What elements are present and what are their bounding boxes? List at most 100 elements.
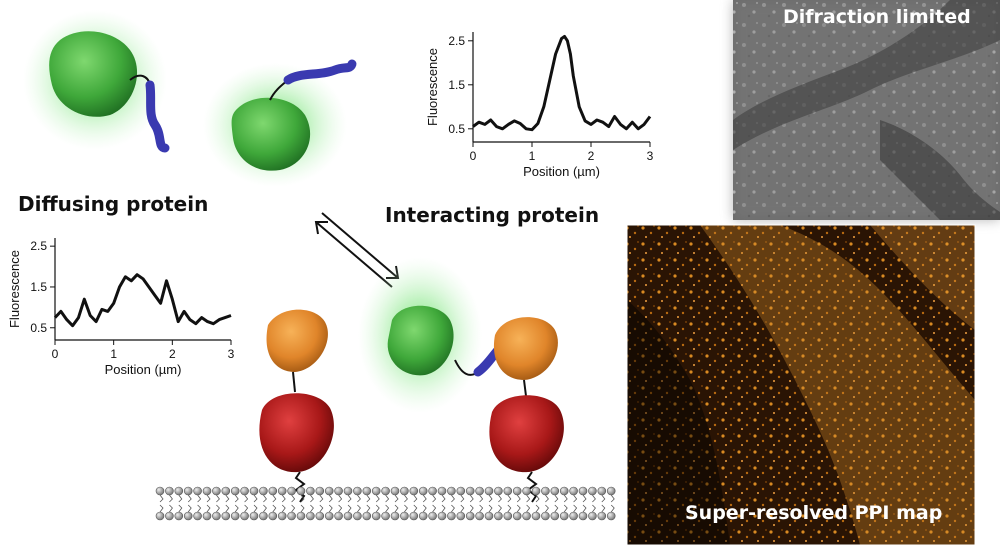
lipid-tail [310, 504, 314, 513]
lipid-tail [460, 494, 465, 503]
lipid-head [400, 486, 409, 496]
lipid-head [221, 511, 231, 521]
lipid-head [559, 511, 569, 521]
lipid-tail [404, 504, 408, 513]
lipid-head [606, 511, 616, 521]
lipid-tail [441, 494, 446, 503]
lipid-head [541, 511, 550, 521]
lipid-head [183, 486, 193, 496]
lipid-head [597, 486, 607, 496]
green-fluorescent-protein [387, 305, 454, 376]
lipid-tail [357, 494, 361, 503]
lipid-head [550, 486, 560, 496]
lipid-head [381, 486, 390, 496]
lipid-tail [432, 504, 437, 513]
lipid-head [512, 511, 522, 521]
y-axis-label: Fluorescence [7, 250, 22, 328]
lipid-tail [498, 504, 502, 513]
x-axis-label: Position (µm) [105, 362, 182, 377]
interacting-profile-chart: 0 1 2 3 0.5 1.5 2.5 Position (µm) Fluorescence [425, 32, 654, 179]
lipid-tail [526, 504, 531, 513]
super-resolved-title: Super-resolved PPI map [685, 502, 943, 524]
linker [523, 379, 527, 397]
lipid-tail [216, 504, 220, 513]
lipid-tail [263, 504, 267, 513]
lipid-tail [554, 494, 559, 503]
diffraction-limited-panel [733, 0, 1000, 220]
arrow-forward [321, 212, 399, 279]
lipid-tail [234, 494, 239, 503]
lipid-tail [291, 494, 296, 503]
lipid-tail [479, 504, 484, 513]
lipid-head [447, 486, 456, 496]
lipid-head [268, 511, 278, 521]
lipid-tail [413, 494, 418, 503]
lipid-head [550, 511, 560, 521]
lipid-head [202, 511, 212, 521]
lipid-head [390, 486, 400, 496]
red-domain [259, 393, 334, 473]
x-tick-label: 2 [588, 149, 595, 163]
lipid-tail [206, 504, 211, 513]
lipid-head [296, 486, 306, 496]
lipid-head [334, 486, 343, 496]
lipid-tail [357, 504, 361, 513]
lipid-head [277, 511, 287, 521]
lipid-head [371, 486, 381, 496]
lipid-tail [451, 504, 455, 513]
lipid-tail [319, 494, 324, 503]
lipid-head [240, 486, 249, 496]
lipid-head [371, 511, 381, 521]
lipid-tail [545, 494, 549, 503]
red-domain [489, 395, 564, 473]
lipid-head [409, 511, 419, 521]
lipid-head [456, 486, 466, 496]
y-tick-label: 2.5 [448, 34, 465, 48]
lipid-tail [441, 504, 446, 513]
lipid-tail [469, 494, 474, 503]
lipid-tail [375, 504, 380, 513]
lipid-head [390, 511, 400, 521]
lipid-head [503, 486, 513, 496]
lipid-tail [488, 504, 493, 513]
lipid-head [306, 486, 315, 496]
lipid-head [174, 486, 184, 496]
lipid-head [465, 486, 475, 496]
lipid-head [249, 511, 259, 521]
x-tick-label: 0 [470, 149, 477, 163]
y-tick-label: 1.5 [30, 280, 47, 294]
fluorescence-line [53, 273, 232, 328]
lipid-tail [225, 494, 230, 503]
lipid-tail [159, 504, 164, 513]
lipid-head [315, 486, 325, 496]
lipid-tail [338, 504, 343, 513]
y-tick-label: 0.5 [30, 321, 47, 335]
y-tick-label: 0.5 [448, 122, 465, 136]
lipid-head [259, 511, 268, 521]
lipid-tail [178, 504, 183, 513]
lipid-tail [244, 504, 249, 513]
lipid-head [531, 486, 541, 496]
diffusing-protein-1 [23, 10, 170, 153]
super-resolved-panel [626, 224, 976, 545]
lipid-tail [563, 504, 568, 513]
lipid-head [230, 511, 240, 521]
lipid-tail [281, 494, 286, 503]
lipid-head [597, 511, 607, 521]
blue-peptide [145, 80, 170, 153]
lipid-head [409, 486, 419, 496]
lipid-tail [394, 504, 399, 513]
lipid-head [193, 486, 202, 496]
lipid-tail [366, 504, 371, 513]
lipid-tail [610, 494, 615, 503]
lipid-head [193, 511, 202, 521]
lipid-head [456, 511, 466, 521]
lipid-bilayer [155, 486, 616, 521]
lipid-head [296, 511, 306, 521]
lipid-head [503, 511, 513, 521]
fluorescence-line [472, 34, 652, 132]
x-tick-label: 1 [110, 347, 117, 361]
blue-peptide [283, 59, 357, 85]
lipid-tail [338, 494, 343, 503]
lipid-head [531, 511, 541, 521]
